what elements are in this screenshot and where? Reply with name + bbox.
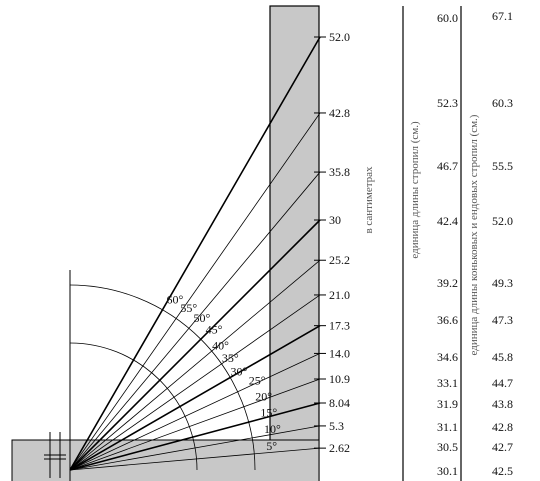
ray-55deg	[69, 112, 321, 471]
hip-length-value: 60.3	[492, 96, 513, 110]
angle-label-20: 20°	[255, 389, 272, 403]
ray-25deg	[69, 353, 321, 471]
angle-label-15: 15°	[260, 406, 277, 420]
scale-tick-label: 8.04	[329, 396, 350, 410]
hip-length-value: 42.8	[492, 420, 513, 434]
scale-unit-label: в сантиметрах	[363, 166, 375, 234]
scale-tick-label: 25.2	[329, 253, 350, 267]
ray-20deg	[69, 378, 321, 471]
scale-tick-label: 10.9	[329, 372, 350, 386]
rafter-length-value: 36.6	[437, 313, 458, 327]
hip-length-value: 44.7	[492, 376, 513, 390]
angle-label-35: 35°	[222, 351, 239, 365]
hip-length-value: 49.3	[492, 276, 513, 290]
hip-length-value: 42.7	[492, 440, 513, 454]
angle-label-60: 60°	[167, 292, 184, 306]
hip-length-value: 52.0	[492, 214, 513, 228]
ray-40deg	[69, 259, 321, 471]
hip-length-value: 55.5	[492, 159, 513, 173]
ray-60deg	[69, 36, 321, 471]
shaded-scale-band	[269, 5, 320, 481]
ray-45deg	[69, 219, 321, 471]
rafter-length-value: 60.0	[437, 11, 458, 25]
ray-30deg	[69, 324, 321, 471]
rafter-column-label: единица длины стропил (см.)	[409, 121, 421, 259]
rafter-length-value: 33.1	[437, 376, 458, 390]
rafter-length-value: 42.4	[437, 214, 458, 228]
scale-tick-label: 52.0	[329, 30, 350, 44]
rafter-length-value: 34.6	[437, 350, 458, 364]
ray-50deg	[69, 171, 321, 471]
hip-column-label: единица длины коньковых и ендовых стропи…	[468, 114, 480, 355]
scale-tick-label: 14.0	[329, 346, 350, 360]
angle-label-10: 10°	[264, 422, 281, 436]
rafter-length-value: 31.9	[437, 397, 458, 411]
scale-tick-label: 30	[329, 213, 341, 227]
hip-length-value: 67.1	[492, 9, 513, 23]
angle-label-55: 55°	[180, 301, 197, 315]
ray-10deg	[69, 425, 321, 471]
angle-label-25: 25°	[249, 374, 266, 388]
rafter-length-value: 30.1	[437, 464, 458, 478]
scale-tick-label: 42.8	[329, 106, 350, 120]
rafter-length-value: 46.7	[437, 159, 458, 173]
ray-15deg	[69, 402, 321, 471]
rafter-length-value: 31.1	[437, 420, 458, 434]
rafter-length-value: 30.5	[437, 440, 458, 454]
scale-tick-label: 2.62	[329, 441, 350, 455]
scale-tick-label: 21.0	[329, 288, 350, 302]
rafter-length-value: 52.3	[437, 96, 458, 110]
scale-tick-label: 17.3	[329, 319, 350, 333]
scale-tick-label: 35.8	[329, 165, 350, 179]
angle-label-30: 30°	[230, 365, 247, 379]
hip-length-value: 42.5	[492, 464, 513, 478]
hip-length-value: 45.8	[492, 350, 513, 364]
angle-label-40: 40°	[212, 338, 229, 352]
ray-5deg	[69, 447, 321, 471]
scale-tick-label: 5.3	[329, 419, 344, 433]
hip-length-value: 47.3	[492, 313, 513, 327]
angle-label-5: 5°	[266, 439, 277, 453]
angle-label-45: 45°	[206, 322, 223, 336]
hip-length-value: 43.8	[492, 397, 513, 411]
shaded-base-band	[11, 439, 320, 481]
rafter-length-value: 39.2	[437, 276, 458, 290]
angle-label-50: 50°	[193, 311, 210, 325]
ray-35deg	[69, 294, 321, 471]
